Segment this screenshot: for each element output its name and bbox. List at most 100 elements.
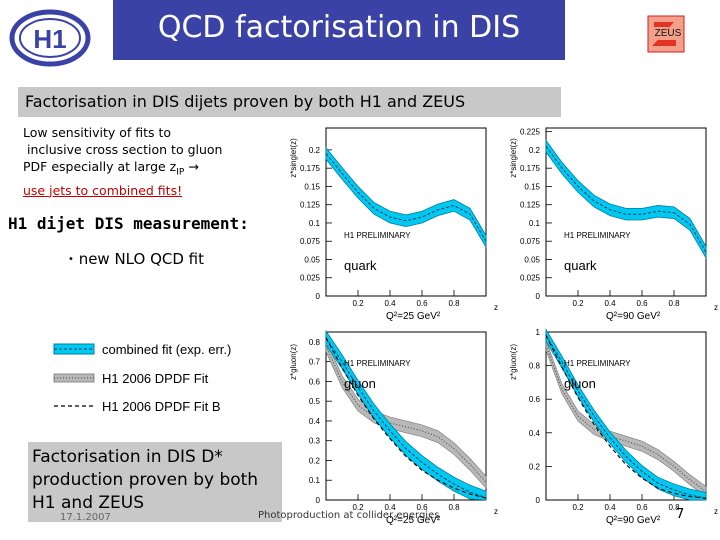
x-tick-label: 0.6 (636, 299, 648, 308)
x-tick-label: 0.2 (352, 299, 364, 308)
page-number: 7 (676, 507, 685, 522)
combined-fit-line (545, 145, 707, 253)
plot-frame (325, 331, 487, 501)
h1-heading: H1 dijet DIS measurement: (8, 214, 249, 233)
y-tick-label: 0 (316, 496, 321, 505)
arrow-glyph: → (188, 159, 199, 174)
date-stamp: 17.1.2007 (60, 512, 111, 523)
h1-logo-text: H1 (33, 24, 66, 54)
combined-fit-band (325, 329, 487, 501)
bullet-mark: • (68, 254, 74, 265)
y-tick-label: 0.125 (300, 201, 321, 210)
y-tick-label: 0.2 (529, 146, 541, 155)
y-tick-label: 0.2 (309, 146, 321, 155)
y-tick-label: 0.7 (309, 358, 321, 367)
dpdf-fit-line (545, 345, 707, 493)
combined-fit-line (325, 337, 487, 499)
y-tick-label: 0.025 (520, 274, 541, 283)
y-tick-label: 1 (536, 328, 541, 337)
combined-fit-band (325, 146, 487, 249)
x-tick-label: 0.6 (416, 299, 428, 308)
combined-fit-line (545, 335, 707, 499)
preliminary-label: H1 PRELIMINARY (344, 359, 411, 368)
x-tick-label: 0.8 (668, 503, 680, 512)
y-tick-label: 0.1 (309, 219, 321, 228)
y-tick-label: 0.8 (529, 362, 541, 371)
y-tick-label: 0.6 (529, 395, 541, 404)
y-tick-label: 0 (536, 292, 541, 301)
legend-label: H1 2006 DPDF Fit (102, 371, 209, 386)
y-tick-label: 0 (536, 496, 541, 505)
x-axis-label: z (714, 507, 718, 516)
y-tick-label: 0.6 (309, 377, 321, 386)
preliminary-label: H1 PRELIMINARY (344, 231, 411, 240)
x-tick-label: 0.8 (448, 299, 460, 308)
x-tick-label: 0.6 (636, 503, 648, 512)
x-tick-label: 0.2 (352, 503, 364, 512)
y-tick-label: 0.05 (304, 255, 320, 264)
x-axis-label: z (494, 303, 498, 312)
notes-block: Low sensitivity of fits to inclusive cro… (23, 124, 273, 199)
parton-label: gluon (564, 376, 596, 391)
parton-label: gluon (344, 376, 376, 391)
y-tick-label: 0.125 (520, 201, 541, 210)
dpdf-fit-b-line (545, 335, 707, 499)
combined-fit-band (545, 328, 707, 501)
y-tick-label: 0.075 (300, 237, 321, 246)
legend-label: combined fit (exp. err.) (102, 342, 231, 357)
combined-fit-band (545, 139, 707, 260)
combined-fit-line (325, 153, 487, 242)
x-tick-label: 0.4 (384, 503, 396, 512)
preliminary-label: H1 PRELIMINARY (564, 231, 631, 240)
y-tick-label: 0.05 (524, 255, 540, 264)
y-axis-label: z*singlet(z) (289, 138, 298, 178)
dpdf-fit-b-line (325, 337, 487, 499)
h1-logo: H1 (9, 9, 91, 67)
y-tick-label: 0.15 (524, 182, 540, 191)
x-tick-label: 0.8 (448, 503, 460, 512)
y-tick-label: 0.15 (304, 182, 320, 191)
scale-label: Q²=25 GeV² (386, 515, 441, 525)
note-line-text: PDF especially at large z (23, 159, 177, 174)
x-tick-label: 0.2 (572, 299, 584, 308)
y-tick-label: 0.2 (529, 462, 541, 471)
y-tick-label: 0.2 (309, 456, 321, 465)
x-tick-label: 0.4 (384, 299, 396, 308)
scale-label: Q²=90 GeV² (606, 515, 661, 525)
scale-label: Q²=90 GeV² (606, 311, 661, 322)
footer-text: Photoproduction at collider energies (258, 510, 440, 521)
slide-subtitle: Factorisation in DIS dijets proven by bo… (25, 92, 466, 111)
x-axis-label: z (714, 303, 718, 312)
x-tick-label: 0.4 (604, 503, 616, 512)
legend: combined fit (exp. err.) H1 2006 DPDF Fi… (53, 342, 231, 414)
note-line: Low sensitivity of fits to (23, 125, 172, 140)
scale-label: Q²=25 GeV² (386, 311, 441, 322)
parton-label: quark (564, 258, 597, 273)
dpdf-fit-band (325, 339, 487, 489)
x-tick-label: 0.2 (572, 503, 584, 512)
y-tick-label: 0.3 (309, 437, 321, 446)
bottom-banner (28, 442, 282, 522)
y-tick-label: 0.025 (300, 274, 321, 283)
zeus-logo-text: ZEUS (655, 28, 682, 39)
title-banner (113, 0, 565, 60)
bullet-text: new NLO QCD fit (78, 250, 205, 268)
slide-title: QCD factorisation in DIS (157, 10, 521, 45)
chart-grid: 0 0.025 0.05 0.075 0.1 0.125 0.15 0.175 0.2 0.2 0.… (289, 127, 718, 525)
y-axis-label: z*singlet(z) (509, 138, 518, 178)
y-tick-label: 0.1 (309, 476, 321, 485)
x-axis-label: z (494, 507, 498, 516)
y-tick-label: 0.175 (300, 164, 321, 173)
preliminary-label: H1 PRELIMINARY (564, 359, 631, 368)
x-tick-label: 0.6 (416, 503, 428, 512)
y-tick-label: 0.5 (309, 397, 321, 406)
y-tick-label: 0.225 (520, 128, 541, 137)
bottom-note: Factorisation in DIS D* production prove… (32, 447, 259, 513)
y-axis-label: z*gluon(z) (289, 344, 298, 380)
y-axis-label: z*gluon(z) (509, 344, 518, 380)
subtitle-banner (18, 87, 561, 117)
legend-label: H1 2006 DPDF Fit B (102, 399, 221, 414)
note-line-z: PDF especially at large zIP → (23, 158, 273, 182)
zeus-logo: ZEUS (647, 15, 685, 53)
y-tick-label: 0.1 (529, 219, 541, 228)
